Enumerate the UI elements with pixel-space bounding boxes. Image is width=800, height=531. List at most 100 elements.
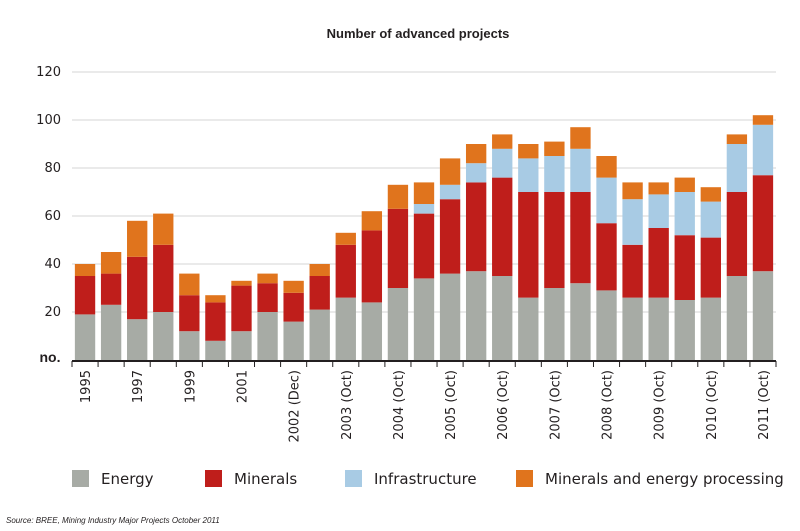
x-tick-label: 2003 (Oct): [340, 370, 355, 440]
bar-segment-minerals-and-energy-processing: [492, 134, 513, 149]
y-tick-label: 120: [36, 65, 61, 80]
bar-segment-minerals-and-energy-processing: [283, 280, 304, 293]
bar-segment-infrastructure: [413, 204, 435, 214]
bar-segment-energy: [179, 331, 200, 360]
x-tick-label: 2007 (Oct): [548, 370, 563, 440]
bar-segment-minerals: [674, 235, 695, 300]
bar-segment-minerals: [127, 256, 148, 320]
bar-group: [570, 127, 591, 360]
bar-segment-energy: [648, 297, 669, 360]
bar-segment-energy: [100, 304, 122, 360]
bar-segment-minerals: [153, 244, 174, 312]
bar-segment-energy: [257, 312, 278, 360]
x-axis-ticks: 1995 1997 1999 2001 2002 (Dec) 2003 (Oct) 2004…: [71, 361, 777, 443]
bar-group: [726, 134, 748, 360]
bar-segment-minerals: [439, 199, 461, 274]
x-tick-label: 2001: [235, 370, 250, 403]
bar-segment-minerals-and-energy-processing: [100, 252, 122, 274]
bar-segment-energy: [413, 278, 435, 360]
bar-segment-minerals: [205, 302, 226, 341]
bar-segment-energy: [726, 276, 748, 360]
bar-segment-minerals-and-energy-processing: [752, 115, 774, 125]
bar-group: [127, 220, 148, 360]
x-tick-label: 1997: [131, 370, 146, 403]
bar-segment-infrastructure: [622, 199, 643, 245]
bar-segment-energy: [752, 271, 774, 360]
bar-group: [752, 115, 774, 360]
bar-segment-infrastructure: [544, 156, 565, 192]
bar-group: [361, 211, 383, 360]
bar-segment-energy: [74, 314, 96, 360]
bar-segment-minerals-and-energy-processing: [544, 141, 565, 156]
bar-segment-energy: [205, 340, 226, 360]
bar-segment-minerals-and-energy-processing: [205, 295, 226, 303]
bar-segment-minerals-and-energy-processing: [231, 280, 252, 286]
bar-group: [257, 273, 278, 360]
legend-label: Energy: [101, 470, 154, 488]
bar-group: [544, 141, 565, 360]
bar-segment-minerals: [335, 244, 356, 298]
bar-group: [179, 273, 200, 360]
bar-segment-energy: [492, 276, 513, 360]
bar-group: [439, 158, 461, 360]
chart-title: Number of advanced projects: [327, 26, 510, 41]
bar-segment-minerals: [100, 273, 122, 305]
bar-group: [674, 177, 695, 360]
bar-group: [205, 295, 226, 360]
bar-segment-minerals: [257, 283, 278, 312]
x-tick-label: 1999: [183, 370, 198, 403]
bar-segment-minerals: [283, 292, 304, 322]
bar-segment-minerals-and-energy-processing: [153, 213, 174, 245]
bar-group: [413, 182, 435, 360]
bar-group: [465, 144, 487, 360]
x-tick-label: 2004 (Oct): [392, 370, 407, 440]
legend-swatch: [516, 470, 533, 487]
y-tick-label: 20: [44, 305, 61, 320]
bar-segment-minerals-and-energy-processing: [700, 187, 721, 202]
bar-segment-minerals-and-energy-processing: [622, 182, 643, 200]
bar-segment-energy: [231, 331, 252, 360]
bar-group: [492, 134, 513, 360]
bar-group: [700, 187, 721, 360]
bar-segment-infrastructure: [492, 148, 513, 178]
bar-segment-infrastructure: [465, 163, 487, 183]
bar-segment-minerals-and-energy-processing: [257, 273, 278, 284]
bar-group: [309, 264, 330, 360]
bar-group: [596, 156, 617, 360]
bar-segment-minerals: [361, 230, 383, 303]
bar-segment-infrastructure: [596, 177, 617, 224]
bar-group: [231, 280, 252, 360]
bar-segment-minerals: [413, 213, 435, 279]
y-tick-label: 60: [44, 209, 61, 224]
bar-segment-minerals-and-energy-processing: [648, 182, 669, 195]
bar-segment-minerals: [492, 177, 513, 276]
y-tick-label: 80: [44, 161, 61, 176]
bar-segment-minerals-and-energy-processing: [674, 177, 695, 192]
bar-segment-infrastructure: [752, 124, 774, 176]
x-tick-label: 2008 (Oct): [601, 370, 616, 440]
bar-segment-minerals-and-energy-processing: [335, 232, 356, 245]
bar-segment-energy: [596, 290, 617, 360]
bar-segment-energy: [335, 297, 356, 360]
bar-segment-energy: [700, 297, 721, 360]
bar-segment-minerals-and-energy-processing: [439, 158, 461, 185]
bar-segment-minerals-and-energy-processing: [361, 211, 383, 231]
bar-segment-minerals: [544, 192, 565, 288]
bar-group: [100, 252, 122, 360]
bar-segment-infrastructure: [674, 192, 695, 236]
bar-segment-minerals: [622, 244, 643, 298]
y-tick-label: 100: [36, 113, 61, 128]
bar-segment-energy: [674, 300, 695, 360]
bar-segment-minerals: [231, 285, 252, 332]
bar-segment-minerals: [596, 223, 617, 291]
bar-segment-energy: [439, 273, 461, 360]
bar-segment-minerals-and-energy-processing: [518, 144, 539, 159]
legend: Energy Minerals Infrastructure Minerals and…: [72, 470, 784, 488]
bar-segment-minerals-and-energy-processing: [309, 264, 330, 276]
bar-segment-minerals: [179, 295, 200, 332]
bar-segment-energy: [570, 283, 591, 360]
bar-segment-energy: [518, 297, 539, 360]
bar-segment-minerals: [648, 228, 669, 298]
bar-segment-infrastructure: [726, 144, 748, 192]
bar-segment-infrastructure: [700, 201, 721, 238]
